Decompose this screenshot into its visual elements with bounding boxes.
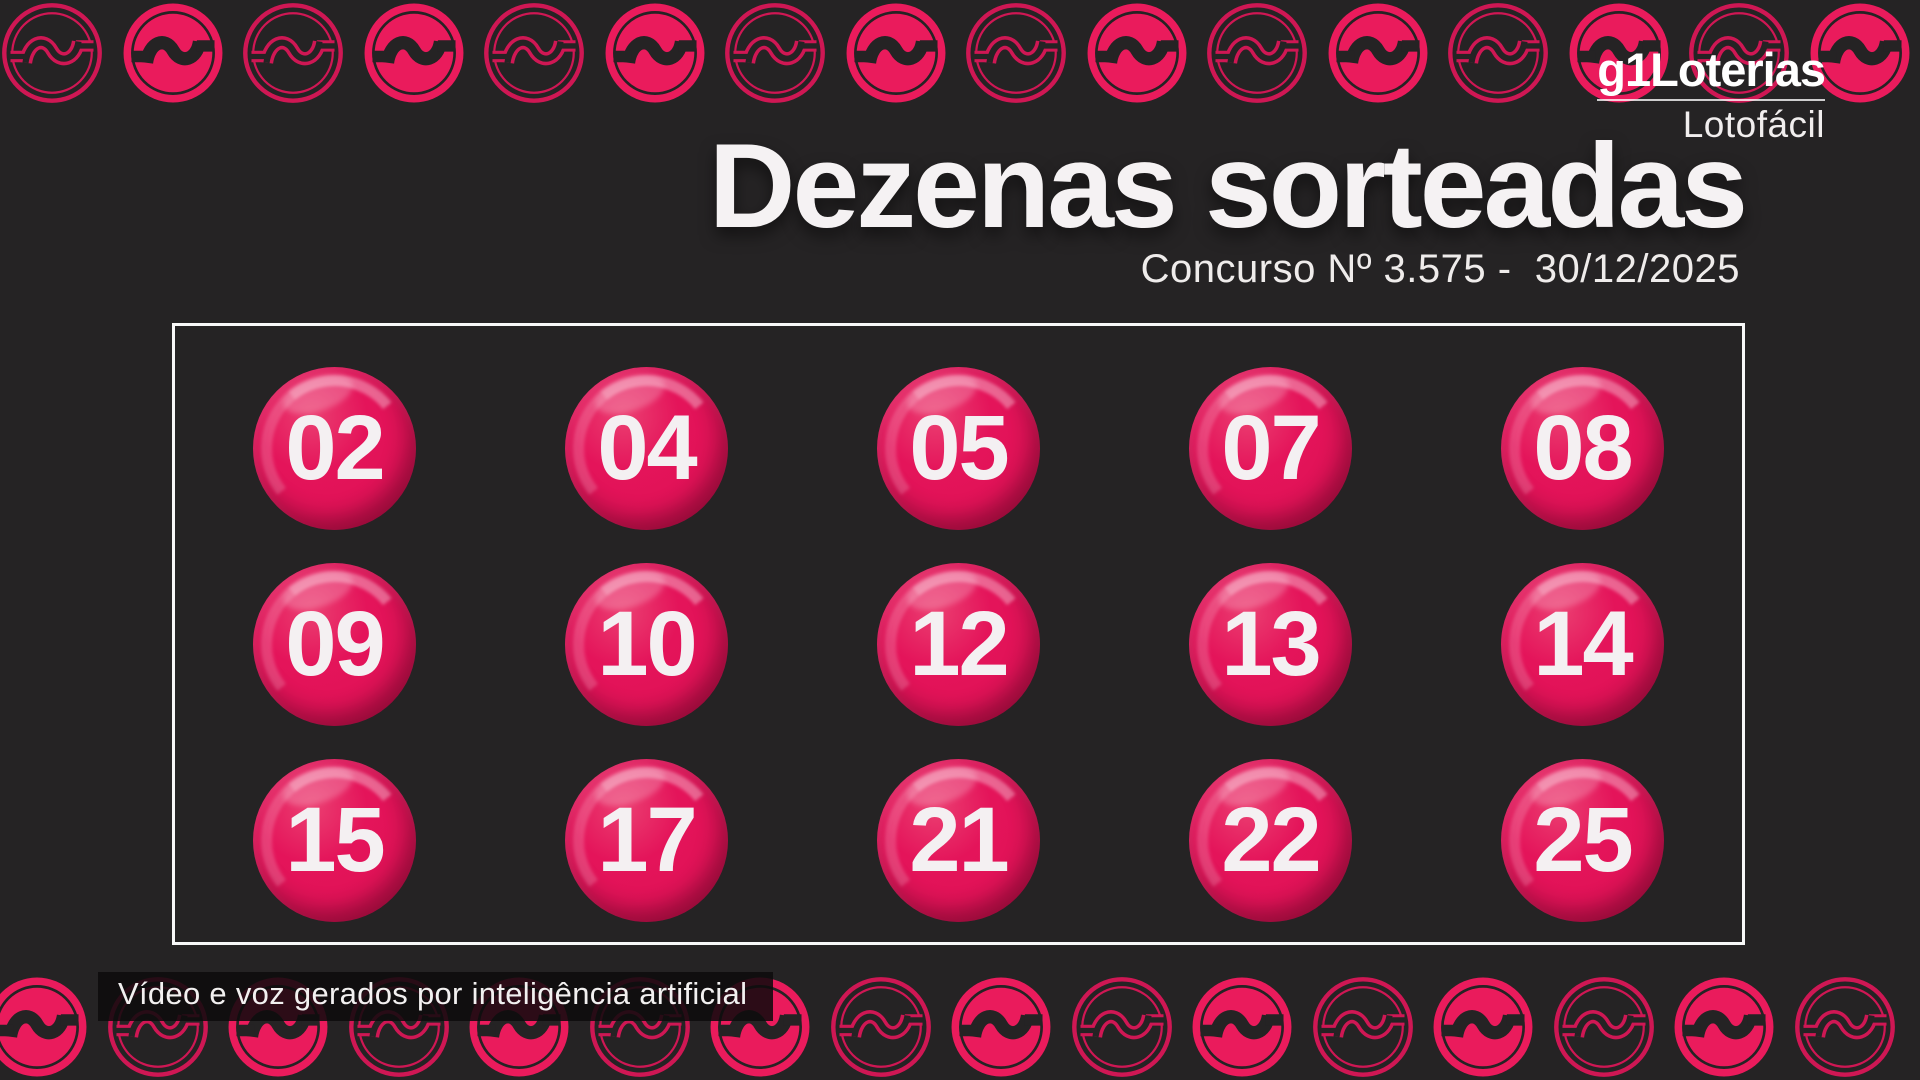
lottery-currency-coin-icon xyxy=(240,0,346,106)
g1-loterias-logo: g1Loterias Lotofácil xyxy=(1597,43,1826,145)
lottery-currency-coin-icon xyxy=(1204,0,1310,106)
lottery-ball: 25 xyxy=(1501,758,1664,922)
lottery-currency-coin-icon xyxy=(0,0,105,106)
lottery-ball: 04 xyxy=(565,366,728,530)
lottery-currency-coin-icon xyxy=(602,0,708,106)
lottery-ball: 15 xyxy=(253,758,416,922)
lottery-ball: 13 xyxy=(1189,562,1352,726)
ball-number: 25 xyxy=(1533,788,1633,891)
lottery-currency-coin-icon xyxy=(1310,974,1416,1080)
lottery-ball: 17 xyxy=(565,758,728,922)
lottery-ball: 22 xyxy=(1189,758,1352,922)
ball-number: 09 xyxy=(285,592,385,695)
ball-number: 05 xyxy=(909,396,1009,499)
ball-number: 10 xyxy=(597,592,697,695)
lottery-currency-coin-icon xyxy=(1445,0,1551,106)
logo-wordmark: g1Loterias xyxy=(1597,43,1826,96)
lottery-currency-coin-icon xyxy=(1566,0,1672,106)
drawn-numbers-grid: 02 04 05 07 08 09 10 12 13 14 15 17 21 22 25 xyxy=(175,326,1742,942)
lottery-currency-coin-icon xyxy=(481,0,587,106)
lottery-ball: 07 xyxy=(1189,366,1352,530)
lottery-ball: 05 xyxy=(877,366,1040,530)
ball-number: 04 xyxy=(597,396,697,499)
logo-loterias-text: Loterias xyxy=(1650,43,1826,96)
lottery-currency-coin-icon xyxy=(120,0,226,106)
ball-number: 21 xyxy=(909,788,1009,891)
lottery-currency-coin-icon xyxy=(1189,974,1295,1080)
lottery-currency-coin-icon xyxy=(1325,0,1431,106)
lottery-currency-coin-icon xyxy=(1084,0,1190,106)
ball-number: 15 xyxy=(285,788,385,891)
logo-divider xyxy=(1597,99,1825,101)
lottery-currency-coin-icon xyxy=(1430,974,1536,1080)
lottery-currency-coin-icon xyxy=(843,0,949,106)
lottery-ball: 14 xyxy=(1501,562,1664,726)
ball-number: 12 xyxy=(909,592,1009,695)
lottery-ball: 08 xyxy=(1501,366,1664,530)
lottery-ball: 21 xyxy=(877,758,1040,922)
lottery-currency-coin-icon xyxy=(948,974,1054,1080)
ball-number: 17 xyxy=(597,788,697,891)
ball-number: 14 xyxy=(1533,592,1633,695)
lottery-ball: 10 xyxy=(565,562,728,726)
ball-number: 13 xyxy=(1221,592,1321,695)
lottery-currency-coin-icon xyxy=(1792,974,1898,1080)
ball-number: 08 xyxy=(1533,396,1633,499)
ball-number: 02 xyxy=(285,396,385,499)
ball-number: 22 xyxy=(1221,788,1321,891)
lottery-currency-coin-icon xyxy=(828,974,934,1080)
lottery-currency-coin-icon xyxy=(722,0,828,106)
page-title: Dezenas sorteadas xyxy=(708,119,1748,253)
lottery-currency-coin-icon xyxy=(0,974,90,1080)
drawn-numbers-frame: 02 04 05 07 08 09 10 12 13 14 15 17 21 22 25 xyxy=(172,323,1745,945)
product-name: Lotofácil xyxy=(1682,104,1825,145)
lottery-currency-coin-icon xyxy=(1671,974,1777,1080)
lottery-currency-coin-icon xyxy=(361,0,467,106)
lottery-currency-coin-icon xyxy=(1551,974,1657,1080)
lottery-ball: 12 xyxy=(877,562,1040,726)
lottery-ball: 09 xyxy=(253,562,416,726)
lottery-currency-coin-icon xyxy=(1069,974,1175,1080)
lottery-ball: 02 xyxy=(253,366,416,530)
ball-number: 07 xyxy=(1221,396,1321,499)
lottery-currency-coin-icon xyxy=(1686,0,1792,106)
contest-info: Concurso Nº 3.575 - 30/12/2025 xyxy=(1140,247,1740,291)
logo-g1-text: g1 xyxy=(1597,43,1651,96)
ai-disclaimer: Vídeo e voz gerados por inteligência art… xyxy=(98,972,774,1022)
lottery-currency-coin-icon xyxy=(1807,0,1913,106)
lottery-currency-coin-icon xyxy=(963,0,1069,106)
